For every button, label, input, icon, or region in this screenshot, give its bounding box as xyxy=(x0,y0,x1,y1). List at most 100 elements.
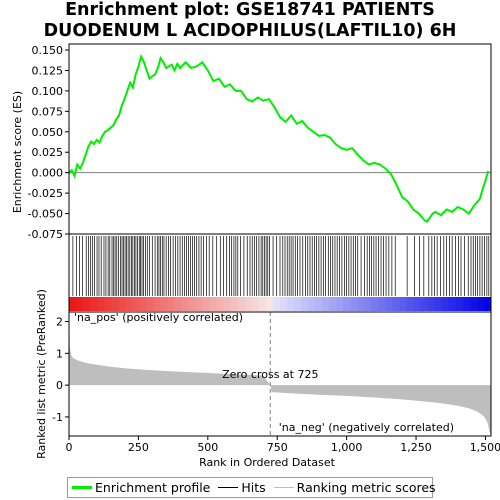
color-bar-segment xyxy=(146,297,154,311)
legend-swatch-enrichment xyxy=(72,486,92,489)
chart-title: Enrichment plot: GSE18741 PATIENTS DUODE… xyxy=(0,0,500,42)
color-bar-segment xyxy=(104,297,112,311)
es-y-tick-label: -0.050 xyxy=(28,208,63,221)
legend-swatch-hits xyxy=(218,487,239,488)
color-bar-segment xyxy=(132,297,140,311)
es-y-tick-label: 0.150 xyxy=(32,44,64,57)
color-bar-segment xyxy=(476,297,485,311)
color-bar-segment xyxy=(462,297,471,311)
color-bar-segment xyxy=(378,297,386,311)
color-bar-segment xyxy=(272,297,281,311)
ranking-color-bar xyxy=(69,297,492,311)
color-bar-segment xyxy=(294,297,302,311)
es-y-tick-label: 0.050 xyxy=(32,126,64,139)
color-bar-segment xyxy=(413,297,422,311)
color-bar-segment xyxy=(483,297,492,311)
color-bar-segment xyxy=(139,297,147,311)
negative-label: 'na_neg' (negatively correlated) xyxy=(279,421,454,434)
color-bar-segment xyxy=(125,297,133,311)
color-bar-segment xyxy=(195,297,204,311)
metric-y-tick-label: 0 xyxy=(56,379,63,392)
color-bar-segment xyxy=(371,297,379,311)
hit-lines xyxy=(72,236,490,296)
color-bar-segment xyxy=(90,297,98,311)
metric-y-tick-label: -1 xyxy=(52,411,63,424)
color-bar-segment xyxy=(188,297,197,311)
metric-x-tick-label: 1,000 xyxy=(331,441,363,454)
metric-panel: Zero cross at 725 'na_pos' (positively c… xyxy=(35,289,500,469)
color-bar-segment xyxy=(118,297,126,311)
legend-label-hits: Hits xyxy=(241,480,266,495)
color-bar-segment xyxy=(265,297,274,311)
color-bar-segment xyxy=(258,297,267,311)
color-bar-segment xyxy=(357,297,365,311)
es-y-ticks: 0.150 0.125 0.100 0.075 0.050 0.025 0.000 -0.02… xyxy=(28,44,69,241)
color-bar-segment xyxy=(322,297,330,311)
es-y-tick-label: 0.075 xyxy=(32,105,64,118)
legend-item-enrichment: Enrichment profile xyxy=(72,480,210,495)
legend-item-hits: Hits xyxy=(218,480,266,495)
legend-item-ranking: Ranking metric scores xyxy=(273,480,436,495)
metric-x-tick-label: 0 xyxy=(66,441,73,454)
color-bar-segment xyxy=(167,297,175,311)
color-bar-segment xyxy=(399,297,408,311)
color-bar-segment xyxy=(343,297,351,311)
color-bar-segment xyxy=(448,297,457,311)
color-bar-segment xyxy=(223,297,232,311)
color-bar-segment xyxy=(336,297,344,311)
color-bar-segment xyxy=(216,297,225,311)
color-bar-segment xyxy=(83,297,91,311)
color-bar-segment xyxy=(230,297,239,311)
legend-label-enrichment: Enrichment profile xyxy=(95,480,211,495)
color-bar-segment xyxy=(308,297,316,311)
color-bar-segment xyxy=(315,297,323,311)
metric-frame xyxy=(68,311,492,437)
color-bar-segment xyxy=(385,297,394,311)
metric-x-tick-label: 500 xyxy=(197,441,218,454)
color-bar-segment xyxy=(202,297,211,311)
es-y-label: Enrichment score (ES) xyxy=(11,91,24,213)
color-bar-segment xyxy=(160,297,168,311)
color-bar-segment xyxy=(174,297,183,311)
color-bar-segment xyxy=(280,297,288,311)
color-bar-segment xyxy=(111,297,119,311)
metric-x-tick-label: 1,250 xyxy=(400,441,432,454)
es-y-tick-label: 0.125 xyxy=(32,64,64,77)
legend-label-ranking: Ranking metric scores xyxy=(296,480,436,495)
es-y-tick-label: -0.075 xyxy=(28,228,63,241)
metric-area xyxy=(69,318,491,436)
legend-swatch-ranking xyxy=(273,487,294,488)
color-bar-segment xyxy=(287,297,295,311)
es-y-tick-label: -0.025 xyxy=(28,187,63,200)
color-bar-segment xyxy=(69,297,77,311)
color-bar-segment xyxy=(392,297,401,311)
metric-y-tick-label: 2 xyxy=(56,316,63,329)
es-y-tick-label: 0.100 xyxy=(32,85,64,98)
positive-label: 'na_pos' (positively correlated) xyxy=(74,311,243,324)
title-line-1: Enrichment plot: GSE18741 PATIENTS xyxy=(65,0,435,20)
color-bar-segment xyxy=(434,297,443,311)
hits-panel xyxy=(68,233,492,313)
color-bar-segment xyxy=(153,297,161,311)
metric-x-tick-label: 1,500 xyxy=(470,441,500,454)
color-bar-segment xyxy=(97,297,105,311)
color-bar-segment xyxy=(427,297,436,311)
es-plot-area xyxy=(69,44,491,234)
color-bar-segment xyxy=(301,297,309,311)
metric-y-ticks: 2 1 0 -1 xyxy=(52,316,69,424)
metric-x-tick-label: 250 xyxy=(128,441,149,454)
color-bar-segment xyxy=(350,297,358,311)
color-bar-segment xyxy=(76,297,84,311)
color-bar-segment xyxy=(441,297,450,311)
title-line-2: DUODENUM L ACIDOPHILUS(LAFTIL10) 6H xyxy=(43,21,457,41)
color-bar-segment xyxy=(329,297,337,311)
color-bar-segment xyxy=(237,297,246,311)
color-bar-segment xyxy=(469,297,478,311)
color-bar-segment xyxy=(364,297,372,311)
metric-y-label: Ranked list metric (PreRanked) xyxy=(35,289,48,459)
legend: Enrichment profile Hits Ranking metric s… xyxy=(67,477,436,498)
color-bar-segment xyxy=(251,297,260,311)
metric-y-tick-label: 1 xyxy=(56,347,63,360)
es-panel: 0.150 0.125 0.100 0.075 0.050 0.025 0.000 -0.02… xyxy=(11,43,492,241)
